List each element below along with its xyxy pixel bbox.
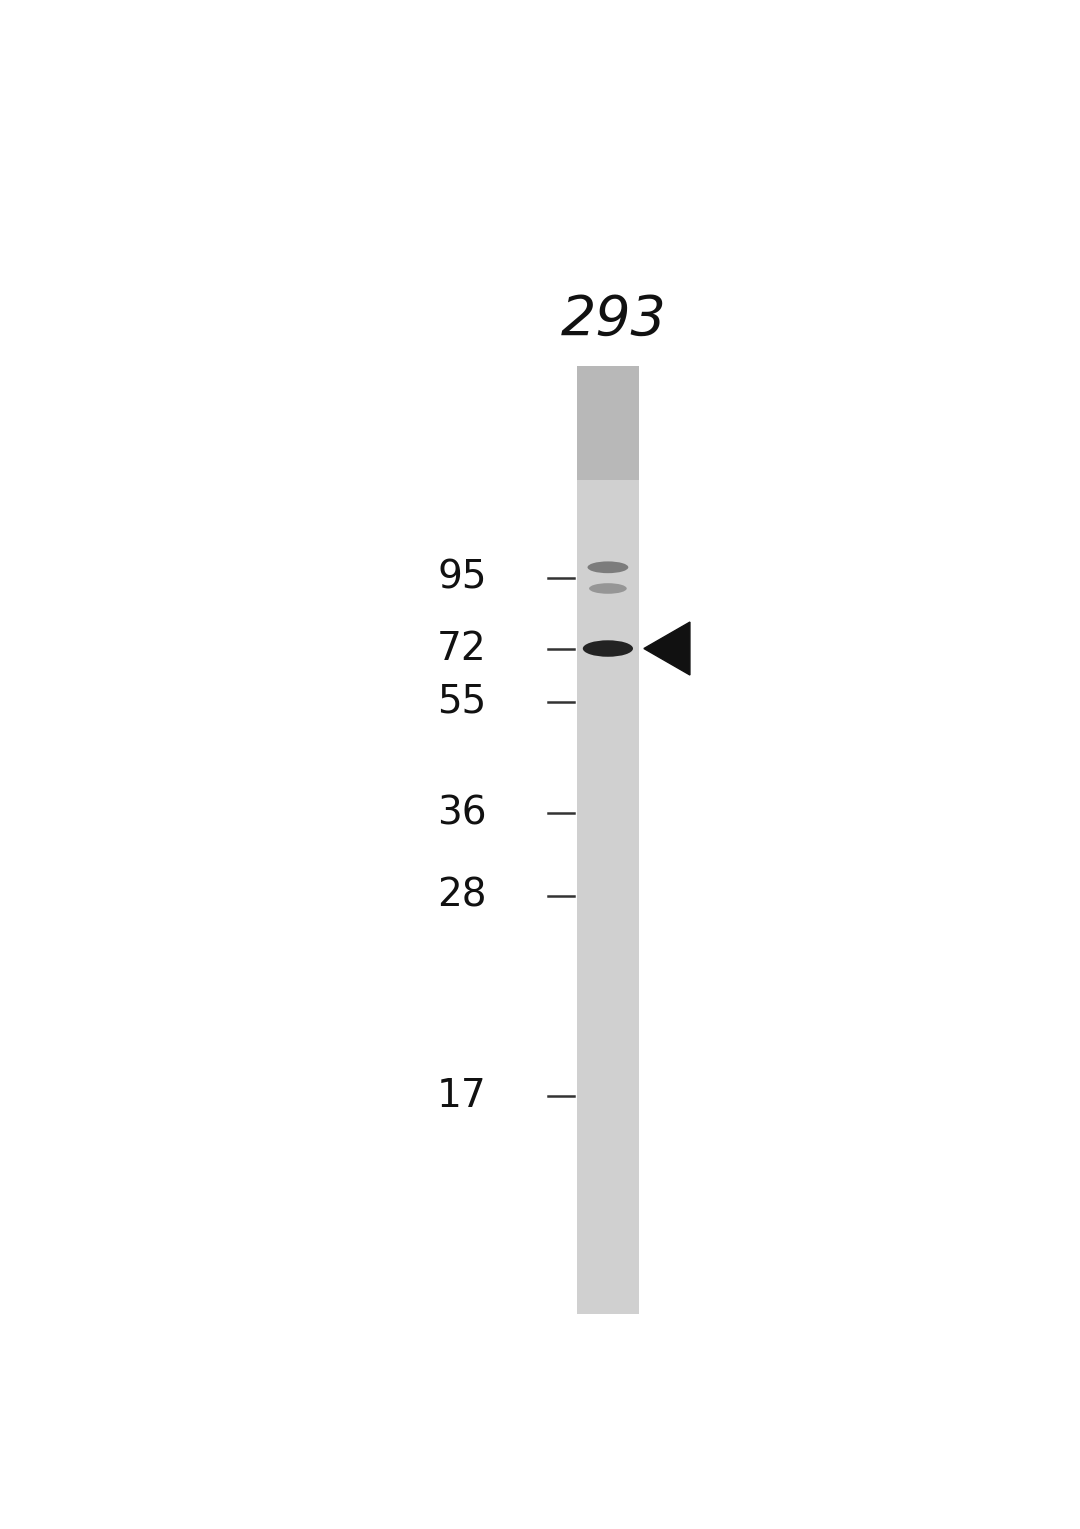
Text: 72: 72 [437,630,486,668]
Text: 95: 95 [437,560,486,596]
Text: 293: 293 [561,294,666,346]
Bar [577,365,639,1313]
Text: 36: 36 [437,795,486,832]
Ellipse shape [583,641,633,657]
Ellipse shape [589,583,626,593]
Text: 17: 17 [436,1076,486,1115]
Polygon shape [644,622,690,674]
Bar [577,365,639,480]
Text: 28: 28 [437,876,486,914]
Ellipse shape [588,561,629,573]
Text: 55: 55 [437,682,486,720]
